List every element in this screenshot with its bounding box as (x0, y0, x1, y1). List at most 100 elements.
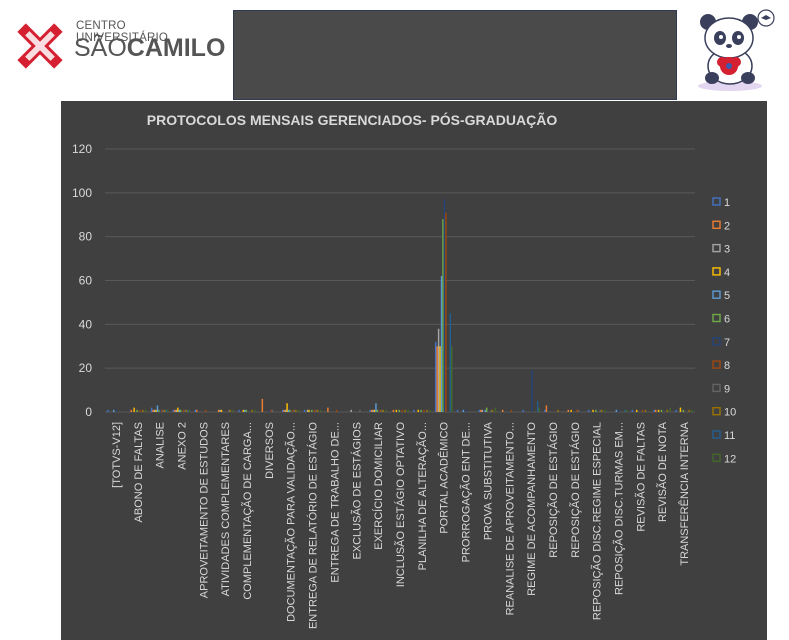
bar-series-4 (286, 403, 288, 412)
bar-series-1 (653, 409, 655, 412)
bar-series-5 (178, 409, 181, 412)
bar-series-1 (544, 409, 546, 412)
bar-series-7 (531, 370, 533, 412)
logo-top-text: CENTRO UNIVERSITÁRIO (76, 20, 169, 44)
bar-series-8 (641, 409, 644, 412)
x-axis-labels: [TOTVS-V12] ABONO DE FALTAS ANALISE ANEXO 2… (111, 421, 691, 629)
x-tick-label: [TOTVS-V12] (111, 422, 123, 488)
x-tick-label: ABONO DE FALTAS (133, 422, 145, 522)
bar-series-9 (162, 409, 164, 412)
legend-label: 3 (724, 244, 730, 256)
bar-series-8 (314, 409, 316, 412)
bar-series-1 (478, 409, 481, 412)
bar-series-8 (161, 409, 163, 412)
bar-series-8 (445, 212, 447, 412)
y-tick-label: 20 (79, 361, 93, 375)
bar-series-12 (145, 409, 147, 412)
y-tick-label: 80 (79, 230, 93, 244)
bar-series-3 (175, 409, 178, 412)
bar-series-1 (303, 409, 306, 412)
legend-label: 8 (724, 360, 730, 372)
bar-series-10 (404, 409, 406, 412)
bar-series-4 (155, 409, 157, 412)
legend-label: 1 (724, 197, 730, 209)
y-tick-label: 100 (72, 186, 92, 200)
bar-series-8 (401, 409, 403, 412)
bar-series-4 (679, 407, 682, 412)
bar-series-3 (306, 409, 309, 412)
bar-series-10 (688, 409, 690, 412)
legend-swatch-12 (712, 453, 721, 462)
bar-series-6 (485, 407, 488, 412)
bar-series-2 (392, 409, 395, 412)
bar-series-8 (335, 409, 338, 412)
bar-series-6 (289, 409, 291, 412)
bar-series-6 (311, 409, 313, 412)
bar-series-4 (439, 346, 441, 412)
bar-series-10 (251, 409, 253, 412)
bar-series-2 (436, 346, 438, 412)
bar-series-3 (219, 409, 221, 412)
bar-series-2 (130, 409, 132, 412)
bar-series-2 (480, 409, 482, 412)
bar-series-8 (576, 409, 578, 412)
bar-series-3 (437, 328, 440, 412)
legend-label: 4 (724, 267, 730, 279)
bar-series-10 (142, 409, 144, 412)
bar-series-10 (316, 409, 319, 412)
legend-swatch-9 (712, 383, 721, 393)
bar-series-1 (282, 409, 284, 412)
bar-series-6 (245, 409, 248, 412)
legend-swatch-1 (712, 197, 721, 206)
bar-series-4 (417, 409, 419, 412)
bar-series-12 (494, 407, 497, 412)
bar-series-9 (381, 409, 383, 412)
y-axis-ticks: 0 20 40 60 80 100 120 (72, 142, 92, 419)
bar-series-1 (631, 409, 634, 412)
sao-camilo-cross-icon (17, 23, 63, 69)
bar-series-2 (501, 409, 504, 412)
bar-series-4 (308, 409, 310, 412)
bar-series-8 (270, 409, 272, 412)
x-tick-label: APROVEITAMENTO DE ESTUDOS (198, 422, 210, 598)
bar-series-7 (159, 409, 162, 412)
legend-swatch-7 (712, 337, 721, 346)
bar-series-8 (292, 409, 294, 412)
bar-series-11 (187, 409, 189, 412)
bar-series-11 (624, 409, 626, 412)
bar-series-3 (153, 409, 156, 412)
bar-series-6 (136, 409, 138, 412)
bar-series-3 (372, 409, 374, 412)
bar-series-10 (666, 409, 669, 412)
bar-series-10 (557, 409, 559, 412)
bar-series-3 (350, 409, 352, 412)
bar-series-4 (220, 409, 223, 412)
bar-series-1 (587, 409, 590, 412)
legend-label: 5 (724, 290, 730, 302)
x-tick-label: DOCUMENTAÇÃO PARA VALIDAÇÃO... (285, 422, 298, 622)
bar-series-1 (413, 409, 415, 412)
bar-series-9 (228, 409, 230, 412)
x-tick-label: REANALISE DE APROVEITAMENTO... (504, 422, 516, 615)
bar-series-12 (188, 409, 191, 412)
bar-series-1 (675, 409, 677, 412)
x-tick-label: DIVERSOS (264, 422, 276, 479)
x-tick-label: PROVA SUBSTITUTIVA (482, 421, 494, 540)
logo-main-light: SÃO (74, 34, 127, 62)
bar-series-6 (682, 409, 685, 412)
bar-series-4 (395, 409, 398, 412)
bar-series-11 (165, 409, 167, 412)
bar-series-8 (423, 409, 425, 412)
bar-series-7 (465, 409, 468, 412)
bar-series-12 (254, 409, 256, 412)
bars (107, 199, 693, 412)
bar-series-1 (107, 409, 109, 412)
bar-series-1 (522, 409, 524, 412)
bar-series-2 (174, 409, 176, 412)
bar-series-11 (449, 313, 451, 412)
bar-series-6 (660, 409, 663, 412)
bar-series-10 (644, 409, 647, 412)
logo-main-text: SÃOCAMILO (74, 34, 225, 63)
bar-series-12 (232, 409, 234, 412)
bar-series-1 (150, 407, 153, 412)
